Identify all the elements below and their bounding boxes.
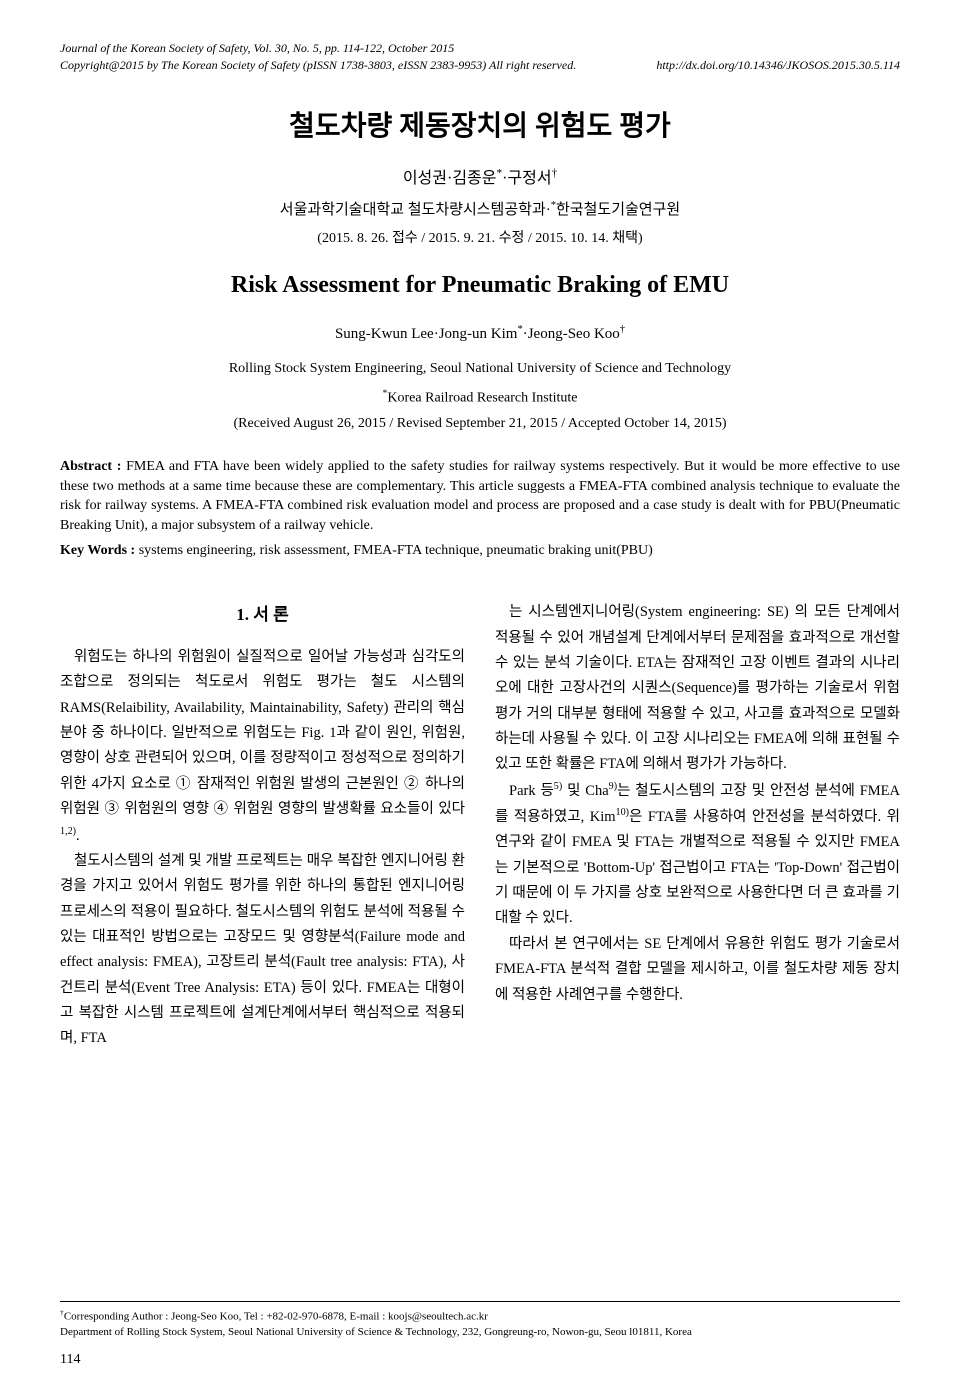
keywords-label: Key Words : bbox=[60, 543, 139, 558]
col2-paragraph-2: Park 등5) 및 Cha9)는 철도시스템의 고장 및 안전성 분석에 FM… bbox=[495, 778, 900, 932]
abstract-label: Abstract : bbox=[60, 459, 126, 474]
footer-divider bbox=[60, 1301, 900, 1302]
dates-korean: (2015. 8. 26. 접수 / 2015. 9. 21. 수정 / 201… bbox=[60, 227, 900, 247]
keywords-text: systems engineering, risk assessment, FM… bbox=[139, 543, 653, 558]
corresponding-author: †Corresponding Author : Jeong-Seo Koo, T… bbox=[60, 1308, 900, 1325]
doi-link: http://dx.doi.org/10.14346/JKOSOS.2015.3… bbox=[656, 57, 900, 74]
title-english: Risk Assessment for Pneumatic Braking of… bbox=[60, 272, 900, 299]
page-number: 114 bbox=[60, 1352, 900, 1368]
affiliation-english-line1: Rolling Stock System Engineering, Seoul … bbox=[60, 358, 900, 379]
footer: †Corresponding Author : Jeong-Seo Koo, T… bbox=[60, 1301, 900, 1368]
abstract-text: FMEA and FTA have been widely applied to… bbox=[60, 459, 900, 533]
authors-korean: 이성권·김종운*·구정서† bbox=[60, 164, 900, 188]
header-metadata: Journal of the Korean Society of Safety,… bbox=[60, 40, 900, 74]
dates-english: (Received August 26, 2015 / Revised Sept… bbox=[60, 416, 900, 432]
title-korean: 철도차량 제동장치의 위험도 평가 bbox=[60, 104, 900, 144]
left-column: 1. 서 론 위험도는 하나의 위험원이 실질적으로 일어날 가능성과 심각도의… bbox=[60, 600, 465, 1052]
keywords-block: Key Words : systems engineering, risk as… bbox=[60, 541, 900, 561]
affiliation-english-line2: *Korea Railroad Research Institute bbox=[60, 387, 900, 409]
col2-paragraph-3: 따라서 본 연구에서는 SE 단계에서 유용한 위험도 평가 기술로서 FMEA… bbox=[495, 932, 900, 1008]
affiliation-korean: 서울과학기술대학교 철도차량시스템공학과·*한국철도기술연구원 bbox=[60, 198, 900, 219]
right-column: 는 시스템엔지니어링(System engineering: SE) 의 모든 … bbox=[495, 600, 900, 1052]
abstract-block: Abstract : FMEA and FTA have been widely… bbox=[60, 457, 900, 535]
col1-paragraph-2: 철도시스템의 설계 및 개발 프로젝트는 매우 복잡한 엔지니어링 환경을 가지… bbox=[60, 849, 465, 1052]
col2-paragraph-1: 는 시스템엔지니어링(System engineering: SE) 의 모든 … bbox=[495, 600, 900, 778]
copyright-text: Copyright@2015 by The Korean Society of … bbox=[60, 57, 576, 74]
col1-paragraph-1: 위험도는 하나의 위험원이 실질적으로 일어날 가능성과 심각도의 조합으로 정… bbox=[60, 645, 465, 849]
department-address: Department of Rolling Stock System, Seou… bbox=[60, 1325, 900, 1340]
journal-info: Journal of the Korean Society of Safety,… bbox=[60, 40, 900, 57]
section-1-title: 1. 서 론 bbox=[60, 600, 465, 630]
authors-english: Sung-Kwun Lee·Jong-un Kim*·Jeong-Seo Koo… bbox=[60, 324, 900, 343]
body-columns: 1. 서 론 위험도는 하나의 위험원이 실질적으로 일어날 가능성과 심각도의… bbox=[60, 600, 900, 1052]
